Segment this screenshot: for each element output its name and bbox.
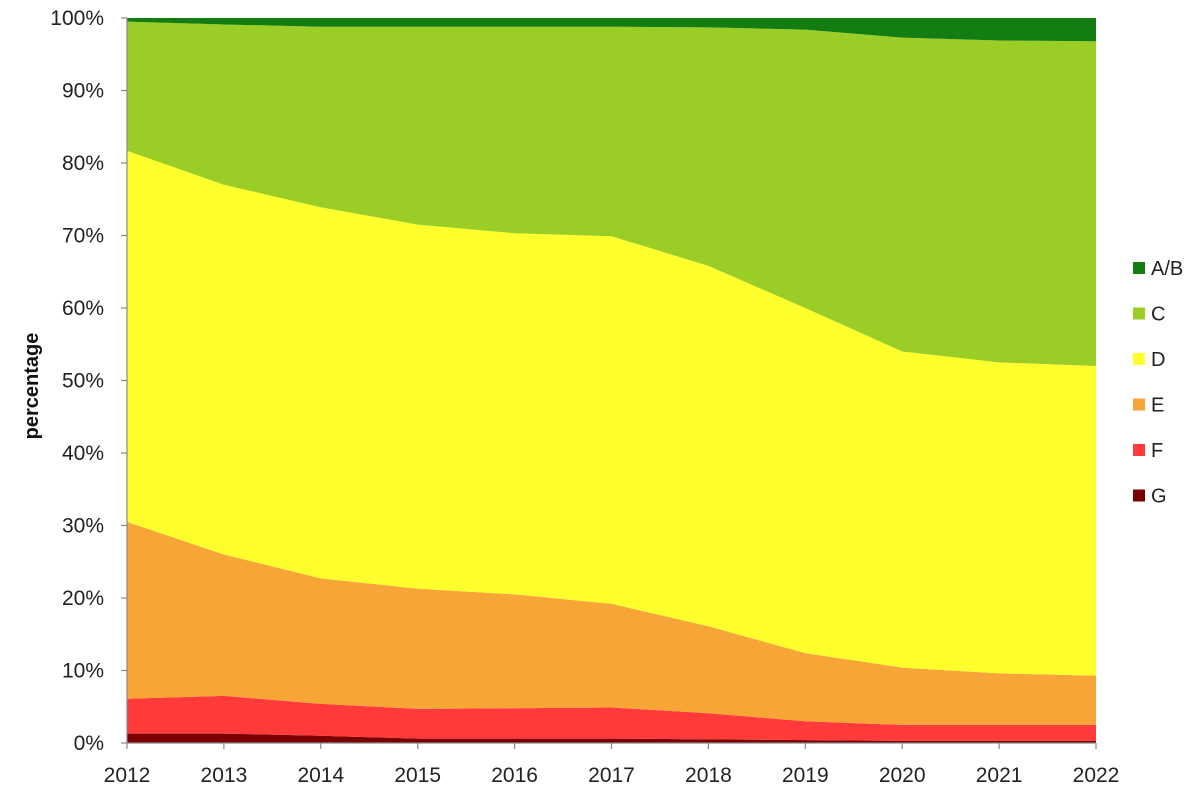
x-tick-label: 2017 bbox=[588, 764, 635, 787]
y-tick-label: 60% bbox=[62, 297, 104, 320]
y-tick-label: 30% bbox=[62, 515, 104, 538]
y-tick-label: 50% bbox=[62, 370, 104, 393]
y-tick-label: 90% bbox=[62, 80, 104, 103]
x-tick-label: 2016 bbox=[491, 764, 538, 787]
y-tick-label: 40% bbox=[62, 442, 104, 465]
x-tick-label: 2021 bbox=[976, 764, 1023, 787]
x-tick-label: 2019 bbox=[782, 764, 829, 787]
x-tick-label: 2013 bbox=[201, 764, 248, 787]
area-series-c bbox=[127, 21, 1096, 366]
x-tick-label: 2014 bbox=[297, 764, 344, 787]
legend-label-g: G bbox=[1151, 486, 1167, 508]
legend-swatch-a-b bbox=[1133, 262, 1145, 274]
y-tick-label: 70% bbox=[62, 225, 104, 248]
y-axis-title: percentage bbox=[21, 333, 43, 440]
legend-label-d: D bbox=[1151, 349, 1165, 371]
legend-label-e: E bbox=[1151, 395, 1164, 417]
x-tick-labels: 2012 2013 2014 2015 2016 2017 2018 2019 2020 2021… bbox=[104, 764, 1120, 787]
legend-label-c: C bbox=[1151, 304, 1165, 326]
x-tick-label: 2015 bbox=[394, 764, 441, 787]
x-tick-label: 2012 bbox=[104, 764, 151, 787]
legend-swatch-f bbox=[1133, 444, 1145, 456]
x-tick-label: 2018 bbox=[685, 764, 732, 787]
y-tick-label: 100% bbox=[50, 7, 104, 30]
y-tick-label: 20% bbox=[62, 587, 104, 610]
area-series-e bbox=[127, 521, 1096, 725]
legend-swatch-c bbox=[1133, 307, 1145, 320]
legend: A/B C D E F G bbox=[1133, 258, 1183, 508]
axes bbox=[121, 17, 1097, 749]
legend-label-a-b: A/B bbox=[1151, 258, 1183, 280]
x-tick-label: 2022 bbox=[1073, 764, 1120, 787]
y-tick-label: 80% bbox=[62, 152, 104, 175]
area-series-f bbox=[127, 695, 1096, 741]
y-tick-label: 10% bbox=[62, 660, 104, 683]
y-tick-label: 0% bbox=[74, 732, 104, 755]
y-tick-labels: 0% 10% 20% 30% 40% 50% 60% 70% 80% 90% 100% bbox=[50, 7, 104, 755]
area-series-a-b bbox=[127, 18, 1096, 42]
legend-swatch-g bbox=[1133, 489, 1145, 502]
area-series-d bbox=[127, 150, 1096, 676]
x-tick-label: 2020 bbox=[879, 764, 926, 787]
legend-swatch-e bbox=[1133, 398, 1145, 411]
legend-swatch-d bbox=[1133, 353, 1145, 365]
area-layer bbox=[127, 18, 1096, 743]
area-series-g bbox=[127, 733, 1096, 743]
legend-label-f: F bbox=[1151, 440, 1163, 462]
